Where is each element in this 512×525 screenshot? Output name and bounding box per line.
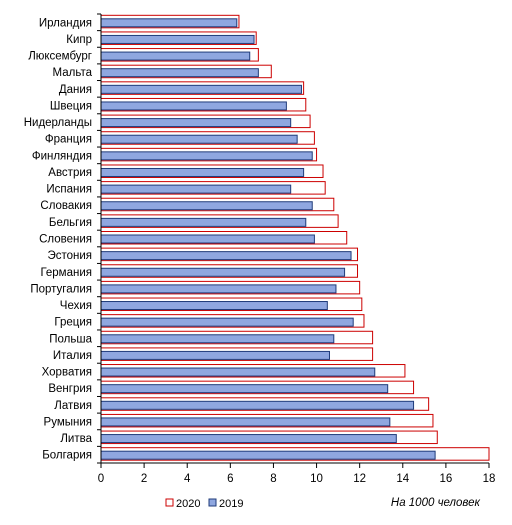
bar-2019 bbox=[100, 450, 436, 460]
category-label: Австрия bbox=[48, 167, 92, 179]
category-label: Финляндия bbox=[32, 150, 92, 162]
legend: 2020 2019 bbox=[165, 498, 243, 510]
category-label: Италия bbox=[53, 350, 92, 362]
category-label: Хорватия bbox=[42, 367, 92, 379]
bar-2019 bbox=[100, 167, 305, 177]
bars-layer bbox=[100, 14, 490, 461]
category-label: Мальта bbox=[53, 67, 93, 79]
x-tick-label: 12 bbox=[353, 473, 366, 485]
bar-2019 bbox=[100, 384, 389, 394]
bar-2019 bbox=[100, 201, 313, 211]
bar-2019 bbox=[100, 434, 397, 444]
x-tick-label: 14 bbox=[396, 473, 409, 485]
category-label: Венгрия bbox=[48, 383, 92, 395]
x-axis: 0 2 4 6 8 10 12 14 16 18 bbox=[97, 13, 496, 485]
legend-swatch-2019 bbox=[208, 498, 217, 507]
category-label: Дания bbox=[59, 84, 92, 96]
category-label: Франция bbox=[45, 134, 92, 146]
bar-2019 bbox=[100, 317, 354, 327]
bar-2019 bbox=[100, 84, 302, 94]
category-label: Румыния bbox=[44, 416, 92, 428]
category-label: Словения bbox=[39, 234, 92, 246]
bar-2019 bbox=[100, 251, 352, 261]
category-label: Латвия bbox=[54, 400, 92, 412]
unit-label: На 1000 человек bbox=[391, 497, 481, 509]
legend-label-2019: 2019 bbox=[219, 498, 243, 510]
bar-2019 bbox=[100, 151, 313, 161]
x-tick-label: 0 bbox=[98, 473, 104, 485]
category-label: Германия bbox=[40, 267, 92, 279]
x-tick-label: 10 bbox=[310, 473, 323, 485]
bar-2019 bbox=[100, 417, 391, 427]
bar-2019 bbox=[100, 217, 307, 227]
category-label: Чехия bbox=[60, 300, 92, 312]
bar-2019 bbox=[100, 334, 335, 344]
bar-2019 bbox=[100, 34, 255, 44]
category-label: Болгария bbox=[42, 450, 92, 462]
category-label: Бельгия bbox=[49, 217, 92, 229]
category-label: Греция bbox=[54, 317, 92, 329]
x-tick-label: 16 bbox=[439, 473, 452, 485]
bar-2019 bbox=[100, 184, 292, 194]
x-tick-label: 18 bbox=[483, 473, 496, 485]
category-label: Кипр bbox=[66, 34, 92, 46]
category-labels: Ирландия Кипр Люксембург Мальта Дания Швеция Н… bbox=[24, 17, 93, 461]
bar-2019 bbox=[100, 101, 287, 111]
category-label: Эстония bbox=[47, 250, 92, 262]
x-tick-label: 2 bbox=[141, 473, 147, 485]
category-label: Португалия bbox=[30, 283, 92, 295]
x-tick-label: 6 bbox=[227, 473, 233, 485]
bar-2019 bbox=[100, 301, 328, 311]
category-label: Испания bbox=[46, 184, 92, 196]
bar-2019 bbox=[100, 18, 238, 28]
category-label: Словакия bbox=[40, 200, 92, 212]
bar-2019 bbox=[100, 234, 315, 244]
category-label: Литва bbox=[60, 433, 92, 445]
bar-2019 bbox=[100, 51, 251, 61]
legend-swatch-2020 bbox=[165, 498, 174, 507]
bar-2019 bbox=[100, 400, 415, 410]
bar-2019 bbox=[100, 118, 292, 128]
bar-2019 bbox=[100, 350, 330, 360]
x-tick-label: 4 bbox=[184, 473, 191, 485]
category-label: Ирландия bbox=[39, 17, 92, 29]
category-label: Польша bbox=[49, 333, 92, 345]
category-label: Люксембург bbox=[28, 51, 92, 63]
bar-2019 bbox=[100, 367, 376, 377]
bar-2019 bbox=[100, 68, 259, 78]
category-label: Нидерланды bbox=[24, 117, 92, 129]
x-tick-label: 8 bbox=[270, 473, 276, 485]
bar-2019 bbox=[100, 134, 298, 144]
legend-label-2020: 2020 bbox=[176, 498, 200, 510]
bar-2019 bbox=[100, 284, 337, 294]
bar-2019 bbox=[100, 267, 346, 277]
category-label: Швеция bbox=[50, 100, 92, 112]
